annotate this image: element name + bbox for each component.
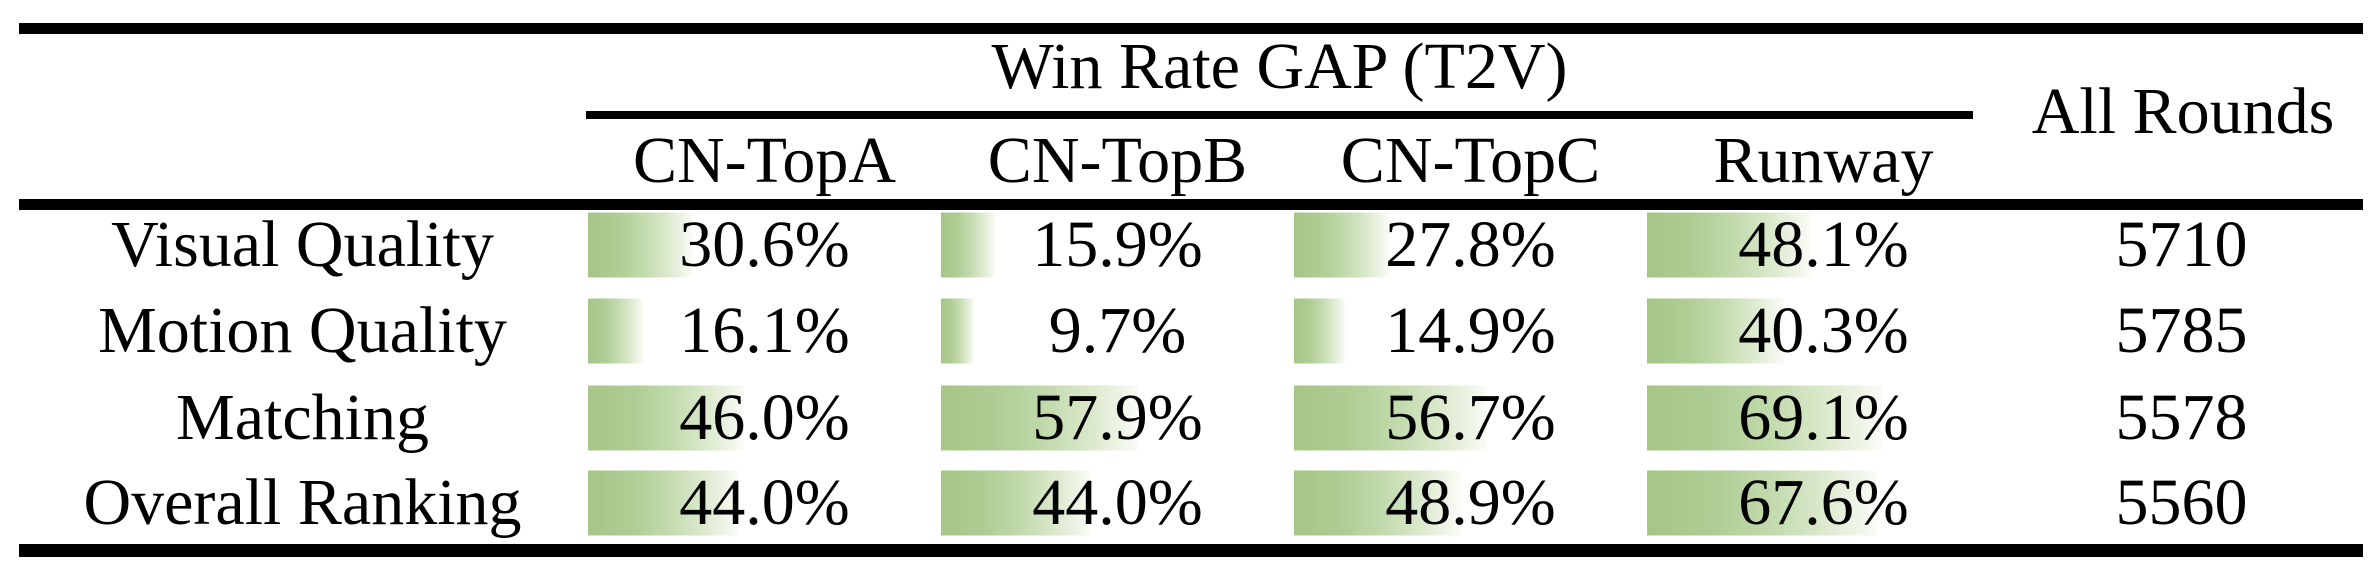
all-rounds-value: 5578 [2115,381,2248,454]
win-rate-cell: 16.1% [588,291,941,371]
win-rate-value: 14.9% [1385,294,1556,367]
win-rate-bar [941,212,996,278]
all-rounds-value: 5560 [2115,466,2248,539]
col-header-cn-topb: CN-TopB [987,124,1248,197]
win-rate-cell: 44.0% [941,463,1294,543]
row-label: Motion Quality [98,294,507,367]
table-rule-header-bottom [19,199,2363,210]
win-rate-cell: 40.3% [1647,291,2000,371]
win-rate-bar [941,470,1091,536]
win-rate-cell: 30.6% [588,205,941,285]
table-rule-bottom [19,544,2363,557]
table-row-overall-ranking: Overall Ranking 44.0% 44.0% 48.9% 67.6% … [0,463,2376,543]
table-row-visual-quality: Visual Quality 30.6% 15.9% 27.8% 48.1% 5… [0,205,2376,285]
win-rate-cell: 15.9% [941,205,1294,285]
win-rate-value: 15.9% [1032,208,1203,281]
table-row-motion-quality: Motion Quality 16.1% 9.7% 14.9% 40.3% 57… [0,291,2376,371]
all-rounds-header: All Rounds [2031,75,2335,148]
win-rate-bar [1294,298,1345,364]
win-rate-value: 69.1% [1738,381,1909,454]
win-rate-value: 9.7% [1048,294,1187,367]
win-rate-bar [1647,298,1785,364]
win-rate-value: 48.9% [1385,466,1556,539]
win-rate-value: 46.0% [679,381,850,454]
win-rate-value: 30.6% [679,208,850,281]
col-header-runway: Runway [1713,124,1934,197]
win-rate-bar [1647,212,1811,278]
col-header-cn-topa: CN-TopA [632,124,897,197]
row-label: Visual Quality [111,208,494,281]
win-rate-bar [1294,470,1461,536]
win-rate-cell: 48.1% [1647,205,2000,285]
win-rate-value: 56.7% [1385,381,1556,454]
win-rate-cell: 46.0% [588,378,941,458]
win-rate-value: 40.3% [1738,294,1909,367]
win-rate-bar [941,298,974,364]
win-rate-bar [588,212,693,278]
win-rate-cell: 27.8% [1294,205,1647,285]
table-title: Win Rate GAP (T2V) [991,30,1568,103]
win-rate-cell: 44.0% [588,463,941,543]
column-header-row: CN-TopA CN-TopB CN-TopC Runway [0,125,2376,197]
win-rate-bar [1294,212,1389,278]
win-rate-bar [588,298,643,364]
win-rate-bar [941,385,1138,451]
win-rate-value: 27.8% [1385,208,1556,281]
col-header-cn-topc: CN-TopC [1340,124,1601,197]
win-rate-value: 44.0% [1032,466,1203,539]
all-rounds-value: 5785 [2115,294,2248,367]
win-rate-cell: 69.1% [1647,378,2000,458]
win-rate-value: 57.9% [1032,381,1203,454]
win-rate-cell: 9.7% [941,291,1294,371]
win-rate-cell: 56.7% [1294,378,1647,458]
win-rate-value: 44.0% [679,466,850,539]
win-rate-value: 48.1% [1738,208,1909,281]
win-rate-bar [1647,470,1877,536]
table-row-matching: Matching 46.0% 57.9% 56.7% 69.1% 5578 [0,378,2376,458]
win-rate-bar [588,470,738,536]
win-rate-cell: 14.9% [1294,291,1647,371]
row-label: Matching [176,381,429,454]
win-rate-value: 67.6% [1738,466,1909,539]
win-rate-bar [1294,385,1487,451]
all-rounds-value: 5710 [2115,208,2248,281]
win-rate-bar [588,385,745,451]
win-rate-value: 16.1% [679,294,850,367]
table-rule-under-title [586,111,1973,119]
table-rule-top [19,23,2363,34]
row-label: Overall Ranking [83,466,522,539]
win-rate-cell: 67.6% [1647,463,2000,543]
win-rate-cell: 48.9% [1294,463,1647,543]
win-rate-bar [1647,385,1882,451]
win-rate-cell: 57.9% [941,378,1294,458]
